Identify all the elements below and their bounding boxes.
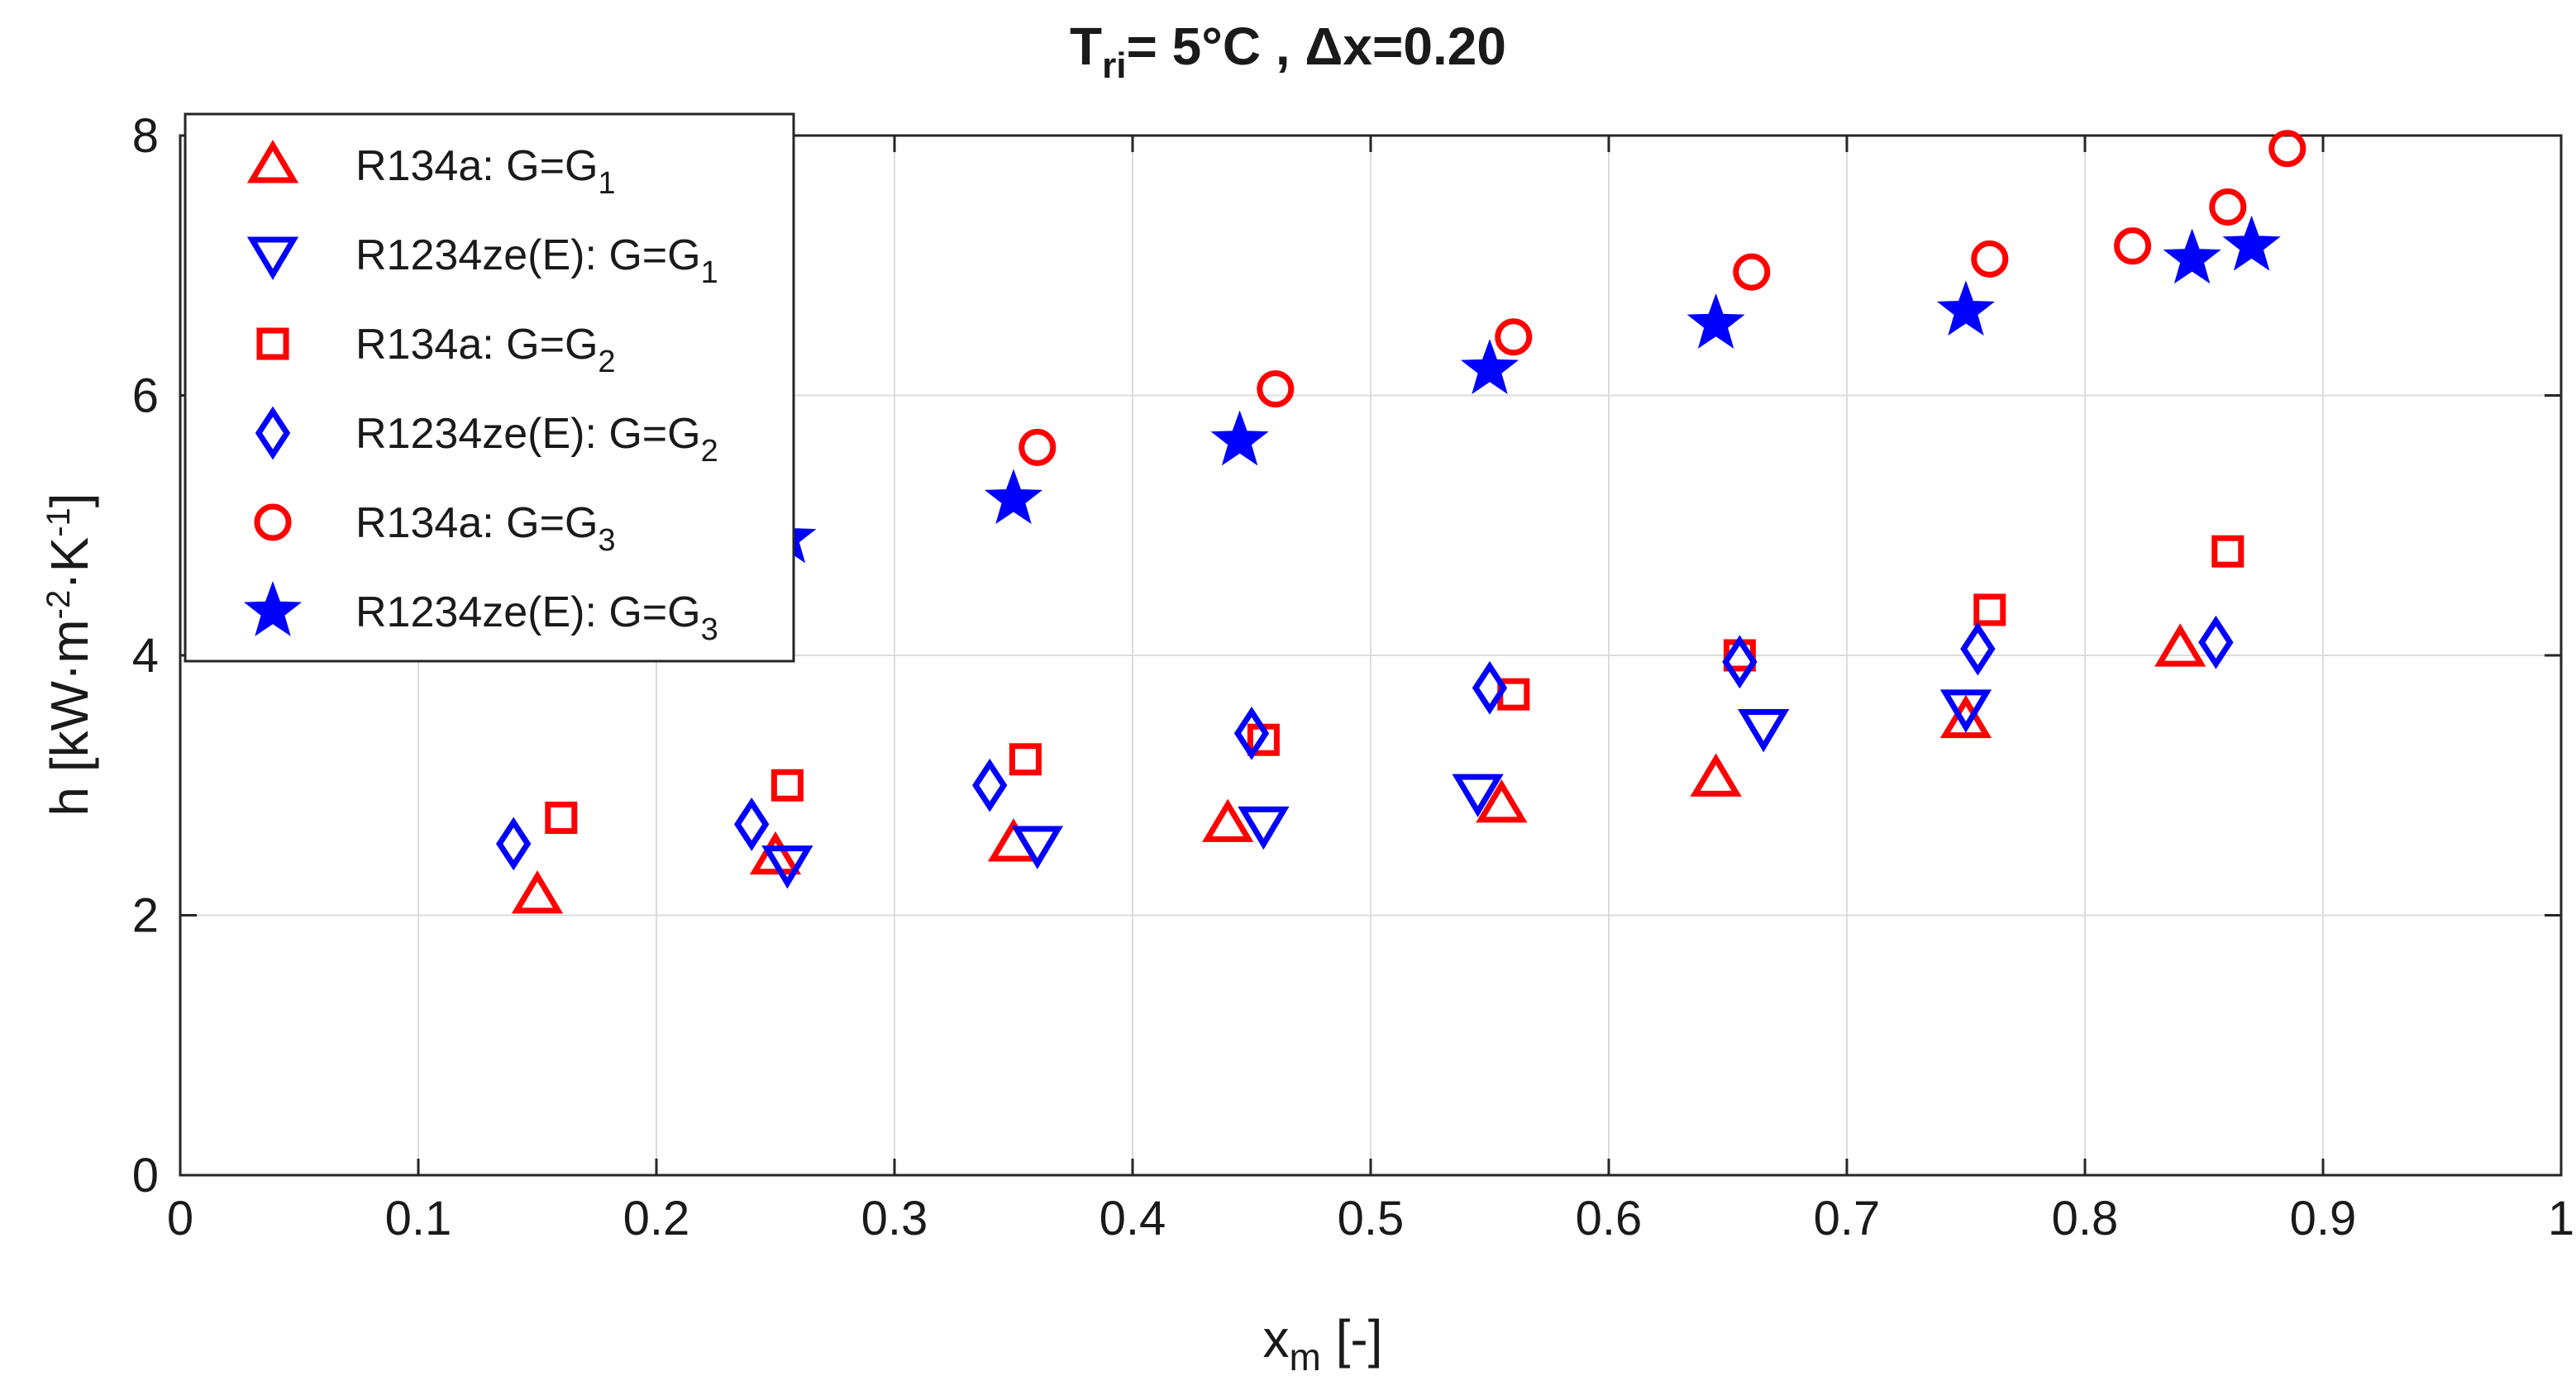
x-tick-label: 0.3 xyxy=(861,1192,928,1245)
triangle-up-data-point xyxy=(511,870,564,914)
circle-data-point xyxy=(1495,318,1533,356)
legend: R134a: G=G1 R1234ze(E): G=G1 R134a: G=G2 R1… xyxy=(184,112,795,663)
diamond-data-point xyxy=(2198,615,2234,669)
x-tick-label: 0.4 xyxy=(1100,1192,1166,1245)
series-3 xyxy=(496,615,2234,871)
triangle-up-data-point xyxy=(1690,753,1742,797)
triangle-down-data-point xyxy=(1238,806,1290,850)
square-data-point xyxy=(1009,743,1042,776)
legend-label: R134a: G=G3 xyxy=(355,499,616,558)
circle-data-point xyxy=(2268,130,2306,168)
diamond-data-point xyxy=(972,758,1008,812)
x-tick-label: 0.9 xyxy=(2290,1192,2357,1245)
star-data-point xyxy=(984,469,1043,525)
star-data-point xyxy=(1210,410,1269,466)
triangle-down-data-point xyxy=(1738,708,1790,753)
x-tick-label: 0.7 xyxy=(1814,1192,1881,1245)
series-2 xyxy=(545,535,2244,835)
triangle-up-data-point xyxy=(2154,623,2206,667)
diamond-data-point xyxy=(496,817,532,871)
circle-data-point xyxy=(1733,253,1771,291)
x-tick-label: 0 xyxy=(167,1192,193,1245)
x-tick-label: 0.8 xyxy=(2052,1192,2119,1245)
diamond-data-point xyxy=(734,797,770,851)
legend-box xyxy=(184,112,795,663)
diamond-data-point xyxy=(1472,660,1508,715)
series-5 xyxy=(758,215,2281,564)
y-tick-label: 8 xyxy=(132,109,159,163)
triangle-up-data-point xyxy=(1476,778,1528,823)
star-data-point xyxy=(1936,280,1996,336)
circle-data-point xyxy=(1971,240,2009,278)
star-data-point xyxy=(2222,215,2281,271)
legend-label: R134a: G=G2 xyxy=(355,321,616,379)
y-tick-label: 4 xyxy=(132,629,159,683)
legend-label: R134a: G=G1 xyxy=(355,142,616,201)
x-tick-label: 0.5 xyxy=(1338,1192,1405,1245)
legend-entry: R1234ze(E): G=G3 xyxy=(243,581,718,647)
x-tick-label: 0.2 xyxy=(623,1192,690,1245)
square-legend-icon xyxy=(256,327,289,360)
legend-label: R1234ze(E): G=G2 xyxy=(355,410,718,469)
chart-title: Tri= 5°C , Δx=0.20 xyxy=(1070,17,1506,86)
circle-legend-icon xyxy=(254,503,292,541)
x-axis-ticks: 0 0.1 0.2 0.3 0.4 0.5 0.6 0.7 0.8 0.9 1 xyxy=(167,136,2574,1245)
star-legend-icon xyxy=(243,581,303,636)
square-data-point xyxy=(2211,535,2244,568)
circle-data-point xyxy=(1257,370,1295,408)
triangle-down-data-point xyxy=(1011,826,1063,869)
y-axis-label: h [kW·m-2·K-1] xyxy=(40,493,99,816)
legend-entry: R134a: G=G3 xyxy=(254,499,616,558)
legend-entry: R1234ze(E): G=G2 xyxy=(255,406,718,469)
y-tick-label: 6 xyxy=(132,369,159,423)
series-1 xyxy=(761,689,1992,889)
diamond-legend-icon xyxy=(255,406,291,460)
square-data-point xyxy=(770,769,804,802)
x-tick-label: 1 xyxy=(2548,1192,2574,1245)
legend-label: R1234ze(E): G=G3 xyxy=(355,588,718,647)
diamond-data-point xyxy=(1960,621,1996,676)
legend-entry: R1234ze(E): G=G1 xyxy=(246,231,718,290)
legend-entry: R134a: G=G1 xyxy=(246,140,616,201)
star-data-point xyxy=(1686,293,1745,349)
square-data-point xyxy=(545,802,578,835)
star-data-point xyxy=(2163,228,2221,284)
legend-label: R1234ze(E): G=G1 xyxy=(355,231,718,290)
circle-data-point xyxy=(2114,227,2152,265)
triangle-down-legend-icon xyxy=(246,236,299,280)
triangle-up-data-point xyxy=(1939,694,1992,739)
circle-data-point xyxy=(2209,188,2247,226)
x-tick-label: 0.6 xyxy=(1576,1192,1643,1245)
x-tick-label: 0.1 xyxy=(385,1192,452,1245)
series-0 xyxy=(511,623,2206,914)
triangle-up-legend-icon xyxy=(246,140,299,183)
triangle-down-data-point xyxy=(761,845,813,889)
series-4 xyxy=(1018,130,2306,466)
legend-entry: R134a: G=G2 xyxy=(256,321,616,379)
star-data-point xyxy=(1460,339,1519,394)
diamond-data-point xyxy=(1233,706,1270,760)
y-axis-ticks: 0 2 4 6 8 xyxy=(132,109,2561,1202)
triangle-down-data-point xyxy=(1939,689,1992,733)
diamond-data-point xyxy=(1722,635,1758,689)
square-data-point xyxy=(1973,593,2006,626)
triangle-up-data-point xyxy=(1202,798,1254,842)
x-axis-label: xm [-] xyxy=(1263,1309,1383,1378)
triangle-up-data-point xyxy=(749,831,802,875)
triangle-down-data-point xyxy=(1452,774,1504,817)
y-tick-label: 2 xyxy=(132,889,159,943)
y-tick-label: 0 xyxy=(132,1149,159,1202)
circle-data-point xyxy=(1018,428,1057,466)
